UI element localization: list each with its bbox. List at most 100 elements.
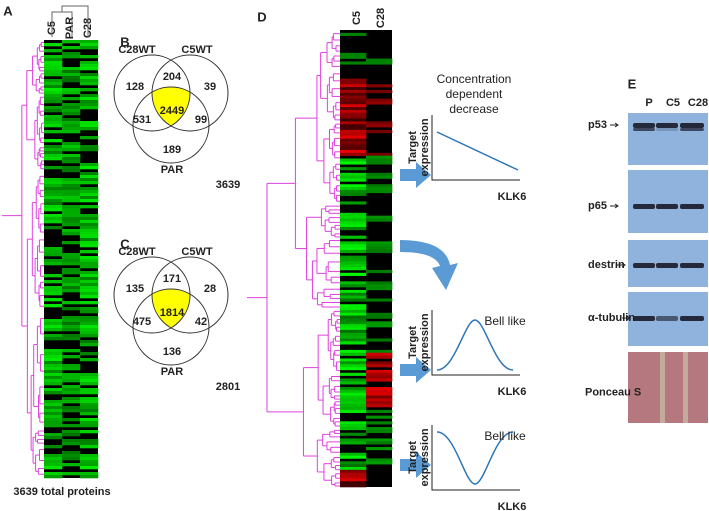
- heatmap-cell: [80, 223, 99, 227]
- heatmap-cell: [340, 464, 367, 468]
- heatmap-cell: [80, 79, 99, 83]
- heatmap-cell: [62, 364, 81, 368]
- heatmap-cell: [62, 112, 81, 116]
- heatmap-cell: [340, 107, 367, 111]
- heatmap-cell: [340, 341, 367, 345]
- heatmap-cell: [366, 338, 393, 342]
- set-label: PAR: [161, 164, 183, 176]
- heatmap-cell: [62, 166, 81, 170]
- heatmap-cell: [62, 406, 81, 410]
- heatmap-cell: [340, 441, 367, 445]
- heatmap-cell: [44, 94, 63, 98]
- heatmap-cell: [340, 455, 367, 459]
- heatmap-cell: [44, 328, 63, 332]
- heatmap-cell: [80, 46, 99, 50]
- heatmap-cell: [62, 223, 81, 227]
- heatmap-cell: [366, 152, 393, 156]
- heatmap-cell: [44, 58, 63, 62]
- heatmap-cell: [44, 49, 63, 53]
- plot-curve: [436, 431, 514, 485]
- heatmap-cell: [44, 55, 63, 59]
- heatmap-cell: [340, 264, 367, 268]
- set-label: C28WT: [118, 44, 156, 56]
- heatmap-cell: [80, 412, 99, 416]
- plot-curve: [436, 319, 514, 371]
- heatmap-cell: [80, 124, 99, 128]
- heatmap-cell: [366, 58, 393, 62]
- band: [633, 316, 655, 321]
- heatmap-cell: [340, 387, 367, 391]
- heatmap-cell: [62, 118, 81, 122]
- heatmap-cell: [62, 283, 81, 287]
- heatmap-cell: [340, 338, 367, 342]
- region-count: 42: [195, 316, 207, 328]
- heatmap-cell: [80, 217, 99, 221]
- heatmap-cell: [80, 193, 99, 197]
- heatmap-cell: [44, 466, 63, 470]
- heatmap-cell: [62, 472, 81, 476]
- heatmap-cell: [44, 70, 63, 74]
- heatmap-cell: [80, 316, 99, 320]
- heatmap-cell: [62, 322, 81, 326]
- heatmap-cell: [340, 81, 367, 85]
- heatmap-cell: [366, 158, 393, 162]
- band: [680, 316, 704, 321]
- heatmap-cell: [62, 286, 81, 290]
- region-count: 136: [163, 346, 181, 358]
- heatmap-cell: [80, 148, 99, 152]
- heatmap-cell: [44, 214, 63, 218]
- heatmap-cell: [80, 328, 99, 332]
- heatmap-cell: [80, 73, 99, 77]
- heatmap-cell: [80, 265, 99, 269]
- heatmap-cell: [340, 192, 367, 196]
- heatmap-cell: [44, 436, 63, 440]
- heatmap-cell: [340, 98, 367, 102]
- heatmap-cell: [366, 321, 393, 325]
- heatmap-cell: [80, 406, 99, 410]
- venn-circle: [151, 54, 229, 132]
- heatmap-cell: [44, 91, 63, 95]
- heatmap-cell: [62, 217, 81, 221]
- heatmap-cell: [340, 78, 367, 82]
- heatmap-cell: [44, 361, 63, 365]
- heatmap-cell: [80, 439, 99, 443]
- heatmap-cell: [62, 178, 81, 182]
- heatmap-cell: [366, 438, 393, 442]
- heatmap-cell: [62, 271, 81, 275]
- region-count: 28: [204, 283, 216, 295]
- heatmap-cell: [62, 76, 81, 80]
- heatmap: [44, 40, 99, 479]
- heatmap-cell: [44, 187, 63, 191]
- heatmap-cell: [340, 304, 367, 308]
- heatmap-cell: [44, 406, 63, 410]
- heatmap-cell: [366, 298, 393, 302]
- heatmap-cell: [80, 100, 99, 104]
- heatmap-cell: [62, 433, 81, 437]
- heatmap-cell: [366, 441, 393, 445]
- heatmap-cell: [366, 458, 393, 462]
- heatmap-cell: [62, 160, 81, 164]
- heatmap-cell: [80, 238, 99, 242]
- heatmap-cell: [340, 149, 367, 154]
- heatmap-cell: [366, 124, 393, 128]
- heatmap-cell: [44, 412, 63, 416]
- heatmap-cell: [80, 226, 99, 230]
- blot: [628, 170, 708, 233]
- venn-clip: [152, 87, 190, 131]
- heatmap-cell: [44, 151, 63, 155]
- heatmap-cell: [62, 211, 81, 215]
- heatmap-cell: [44, 457, 63, 461]
- heatmap-cell: [44, 82, 63, 86]
- heatmap-cell: [80, 292, 99, 296]
- heatmap-cell: [44, 193, 63, 197]
- heatmap-cell: [340, 84, 367, 88]
- heatmap-cell: [340, 175, 367, 179]
- heatmap-cell: [44, 418, 63, 422]
- heatmap-cell: [340, 407, 367, 411]
- heatmap-cell: [44, 202, 63, 206]
- heatmap-cell: [44, 409, 63, 413]
- heatmap-cell: [62, 46, 81, 50]
- heatmap-cell: [340, 392, 367, 396]
- heatmap-cell: [340, 427, 367, 431]
